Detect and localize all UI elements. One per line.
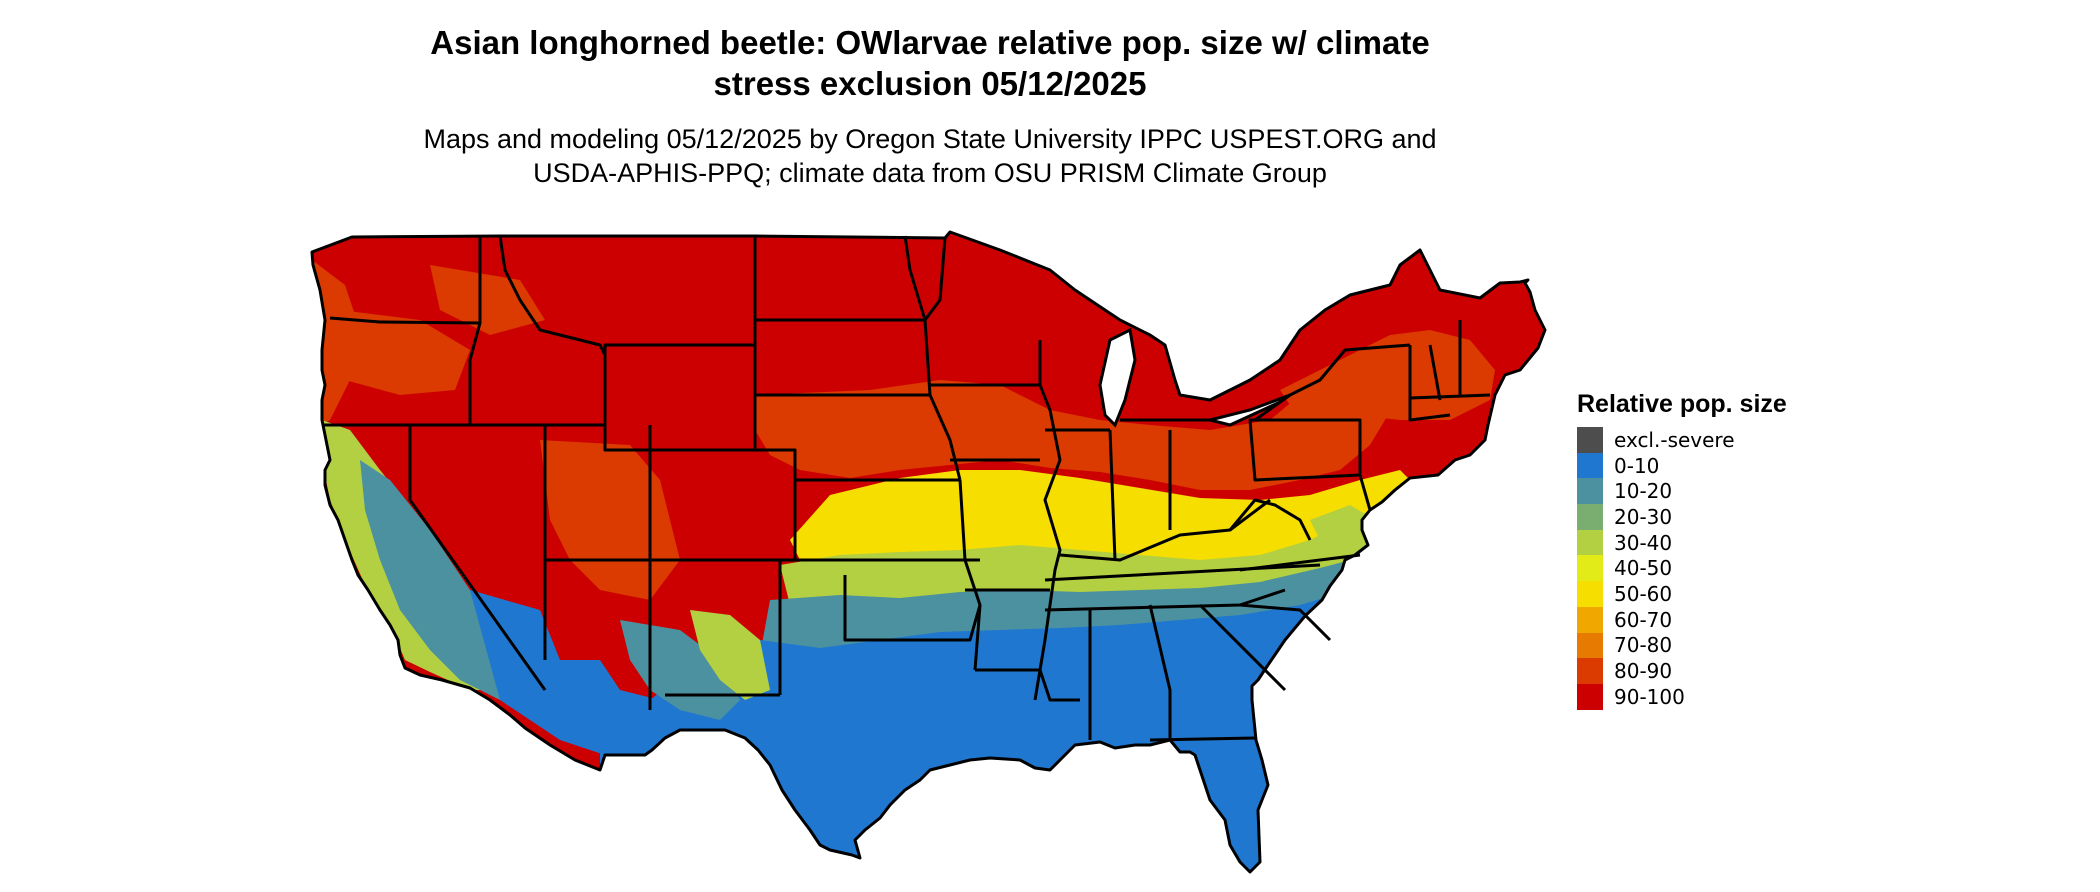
legend-label: 50-60 xyxy=(1614,581,1673,606)
ga-sc-border xyxy=(1198,603,1287,692)
legend-label: 90-100 xyxy=(1614,684,1685,709)
legend-item: 10-20 xyxy=(1577,478,1787,505)
zone-10-20-band xyxy=(760,555,1400,660)
zone-80-90-montana xyxy=(430,265,545,335)
legend-label: excl.-severe xyxy=(1614,427,1735,452)
legend-item: 30-40 xyxy=(1577,529,1787,556)
il-in-border xyxy=(1108,429,1117,561)
legend-swatch xyxy=(1577,606,1603,633)
legend-item: 70-80 xyxy=(1577,632,1787,659)
la-ms-border xyxy=(1038,669,1080,702)
fl-ga-border xyxy=(1149,736,1256,742)
great-lakes xyxy=(1098,327,1291,428)
ks-mo-border xyxy=(958,479,982,671)
state-borders xyxy=(310,230,1547,874)
legend-item: 20-30 xyxy=(1577,504,1787,530)
country-outline xyxy=(310,230,1547,874)
zone-50-60-band xyxy=(790,470,1420,568)
legend-swatch xyxy=(1577,555,1603,582)
legend-items: excl.-severe 0-10 10-20 20-30 30-40 40-50 50-6… xyxy=(1577,427,1787,710)
lake-erie xyxy=(1209,393,1291,427)
legend-item: excl.-severe xyxy=(1577,427,1787,453)
new-england-border xyxy=(1408,345,1451,422)
wa-or-border xyxy=(329,316,481,325)
legend-swatch xyxy=(1577,478,1603,505)
legend-label: 70-80 xyxy=(1614,633,1673,658)
ok-tx-border xyxy=(843,575,982,642)
zone-30-40-midatlantic xyxy=(1310,505,1375,560)
zone-0-10-southwest xyxy=(470,590,720,760)
va-nc-border xyxy=(1239,553,1361,572)
map-subtitle: Maps and modeling 05/12/2025 by Oregon S… xyxy=(423,124,1437,188)
lake-michigan xyxy=(1098,327,1137,428)
vt-nh-border xyxy=(1428,344,1442,401)
legend-swatch xyxy=(1577,452,1603,479)
legend-swatch xyxy=(1577,581,1603,607)
legend-item: 40-50 xyxy=(1577,555,1787,582)
legend-item: 90-100 xyxy=(1577,683,1787,710)
legend-swatch xyxy=(1577,427,1603,453)
legend-label: 10-20 xyxy=(1614,479,1673,504)
zone-30-40-band xyxy=(780,500,1410,610)
ca-nv-border xyxy=(408,425,547,691)
legend-swatch xyxy=(1577,683,1603,710)
al-ga-border xyxy=(1148,604,1172,740)
minnesota-border xyxy=(923,237,947,321)
legend-label: 40-50 xyxy=(1614,556,1673,581)
wv-border xyxy=(1228,498,1312,541)
legend-label: 30-40 xyxy=(1614,530,1673,555)
legend-swatch xyxy=(1577,658,1603,684)
legend-label: 0-10 xyxy=(1614,453,1660,478)
ne-east-border xyxy=(928,394,962,481)
legend-label: 60-70 xyxy=(1614,607,1673,632)
legend-swatch xyxy=(1577,504,1603,530)
idaho-montana-border xyxy=(498,235,607,356)
legend-item: 60-70 xyxy=(1577,606,1787,633)
zone-80-90-midwest xyxy=(755,375,1395,490)
legend-swatch xyxy=(1577,529,1603,556)
ky-tn-border xyxy=(1044,563,1321,582)
ma-border xyxy=(1409,393,1491,400)
legend-label: 80-90 xyxy=(1614,659,1673,684)
legend: Relative pop. size excl.-severe 0-10 10-20… xyxy=(1577,390,1787,710)
ohio-river xyxy=(1059,498,1271,562)
legend-item: 50-60 xyxy=(1577,581,1787,607)
nc-sc-border xyxy=(1239,603,1332,642)
map-title: Asian longhorned beetle: OWlarvae relati… xyxy=(430,24,1430,102)
legend-label: 20-30 xyxy=(1614,504,1673,529)
legend-item: 80-90 xyxy=(1577,658,1787,684)
mississippi-river xyxy=(1033,340,1062,701)
zone-80-90-oregon xyxy=(340,310,470,395)
legend-title: Relative pop. size xyxy=(1577,390,1787,418)
legend-swatch xyxy=(1577,632,1603,659)
zone-30-40-newmexico xyxy=(690,610,770,700)
dakotas-east-border xyxy=(903,235,932,396)
md-de-border xyxy=(1358,474,1372,511)
legend-item: 0-10 xyxy=(1577,452,1787,479)
pacific-northwest-east-border xyxy=(468,236,482,425)
